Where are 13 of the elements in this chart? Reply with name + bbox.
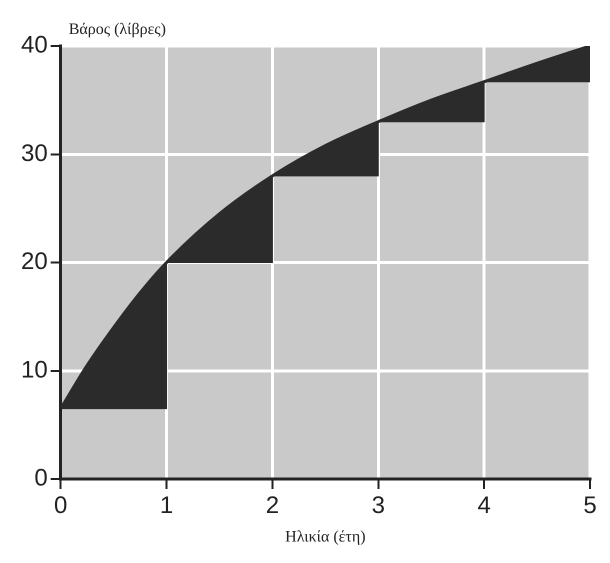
x-tick-label: 5 bbox=[583, 492, 597, 520]
y-tick-label: 10 bbox=[20, 356, 48, 384]
y-axis-title: Βάρος (λίβρες) bbox=[68, 21, 166, 38]
x-axis-title: Ηλικία (έτη) bbox=[285, 528, 366, 546]
x-tick-label: 1 bbox=[160, 492, 174, 520]
y-tick-label: 20 bbox=[20, 248, 48, 276]
y-tick-label: 30 bbox=[20, 140, 48, 167]
y-tick-label: 0 bbox=[34, 464, 48, 492]
x-tick-label: 3 bbox=[372, 492, 385, 520]
x-tick-label: 0 bbox=[54, 492, 68, 520]
x-tick-label: 4 bbox=[477, 492, 491, 520]
x-tick-label: 2 bbox=[266, 492, 280, 520]
y-tick-label: 40 bbox=[20, 32, 48, 59]
